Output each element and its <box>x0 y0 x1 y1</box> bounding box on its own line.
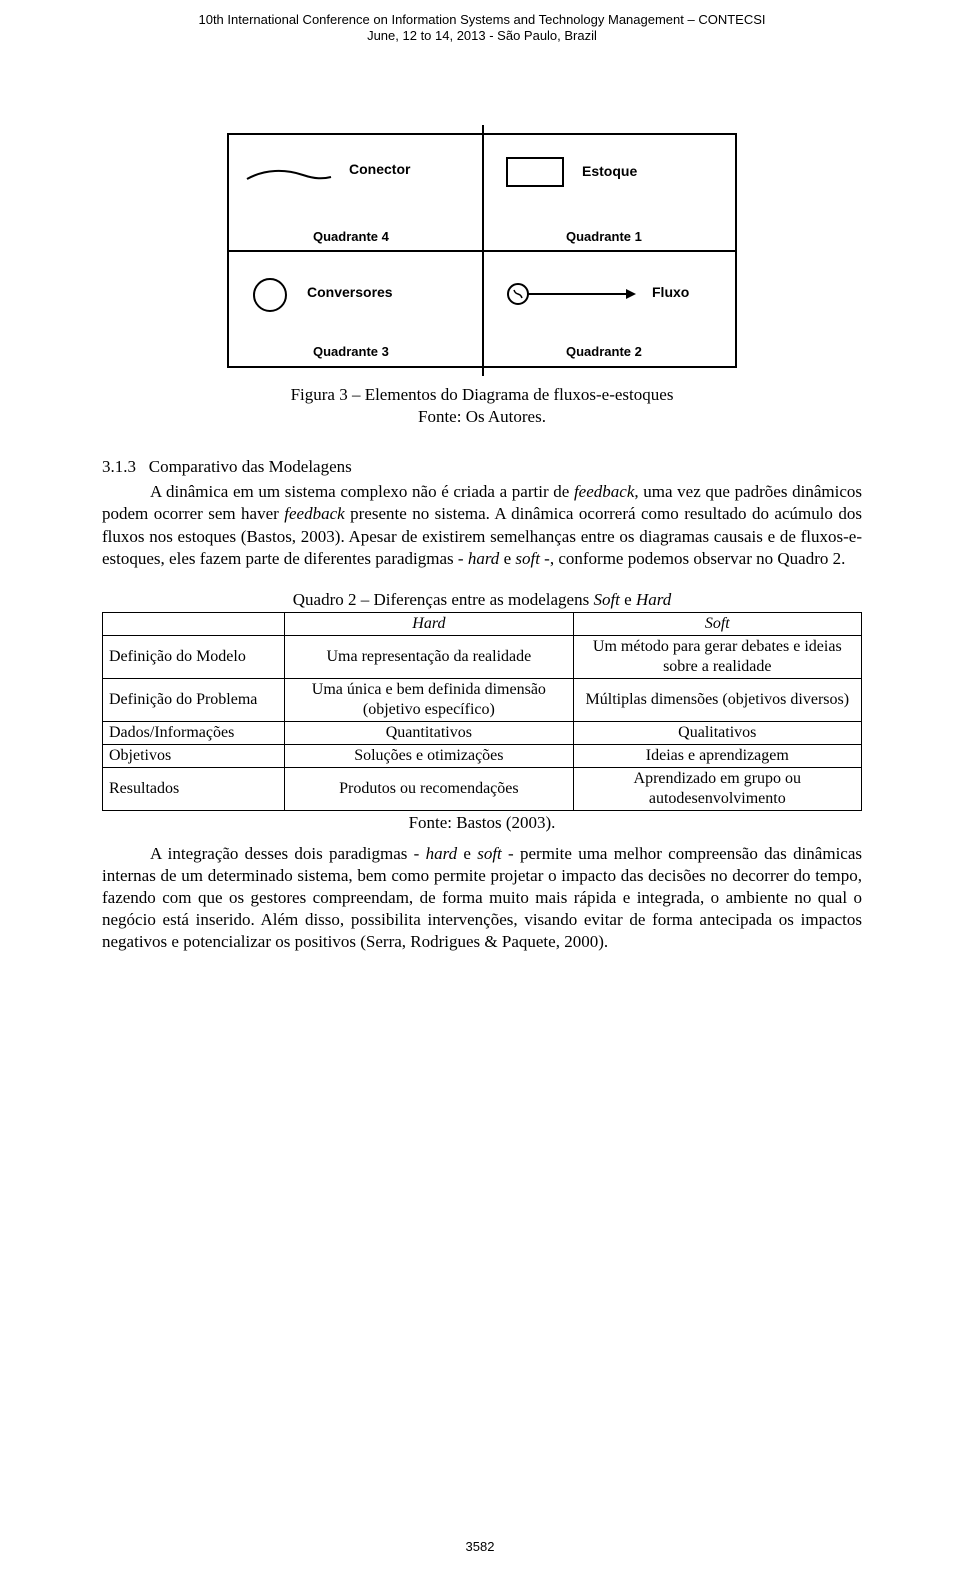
table-row: ResultadosProdutos ou recomendaçõesApren… <box>103 767 862 810</box>
header-line-1: 10th International Conference on Informa… <box>102 12 862 28</box>
table-row: Dados/InformaçõesQuantitativosQualitativ… <box>103 721 862 744</box>
table-row: ObjetivosSoluções e otimizaçõesIdeias e … <box>103 744 862 767</box>
italic-text: feedback <box>574 482 634 501</box>
table-row: Definição do ProblemaUma única e bem def… <box>103 678 862 721</box>
table-row: Definição do ModeloUma representação da … <box>103 635 862 678</box>
italic-text: soft <box>515 549 540 568</box>
row-hard: Produtos ou recomendações <box>285 767 573 810</box>
table-header-hard: Hard <box>285 612 573 635</box>
figure-3-diagram: Conector Quadrante 4 Estoque Quadrante 1… <box>227 133 737 368</box>
quadro-2-table: Hard Soft Definição do ModeloUma represe… <box>102 612 862 811</box>
text-run: Quadro 2 – Diferenças entre as modelagen… <box>293 590 594 609</box>
row-hard: Soluções e otimizações <box>285 744 573 767</box>
row-soft: Um método para gerar debates e ideias so… <box>573 635 861 678</box>
row-label: Resultados <box>103 767 285 810</box>
connector-label: Conector <box>349 161 410 177</box>
quadrant-2: Fluxo Quadrante 2 <box>482 250 735 366</box>
quadrant-1-label: Quadrante 1 <box>566 229 642 244</box>
italic-text: hard <box>468 549 500 568</box>
diagram-box: Conector Quadrante 4 Estoque Quadrante 1… <box>227 133 737 368</box>
text-run: e <box>457 844 477 863</box>
row-label: Definição do Problema <box>103 678 285 721</box>
paragraph-2: A integração desses dois paradigmas - ha… <box>102 843 862 953</box>
section-number: 3.1.3 <box>102 457 136 476</box>
page: 10th International Conference on Informa… <box>0 0 960 1576</box>
row-label: Definição do Modelo <box>103 635 285 678</box>
converter-label: Conversores <box>307 284 393 300</box>
table-header-blank <box>103 612 285 635</box>
italic-text: soft <box>477 844 502 863</box>
quadrant-4-label: Quadrante 4 <box>313 229 389 244</box>
row-hard: Uma representação da realidade <box>285 635 573 678</box>
table-source: Fonte: Bastos (2003). <box>102 813 862 833</box>
italic-text: Soft <box>593 590 619 609</box>
flow-icon <box>506 278 646 314</box>
quadrant-3: Conversores Quadrante 3 <box>229 250 482 366</box>
italic-text: Hard <box>636 590 671 609</box>
row-soft: Ideias e aprendizagem <box>573 744 861 767</box>
converter-icon <box>253 278 287 312</box>
flow-label: Fluxo <box>652 284 689 300</box>
quadrant-1: Estoque Quadrante 1 <box>482 135 735 251</box>
row-hard: Quantitativos <box>285 721 573 744</box>
running-header: 10th International Conference on Informa… <box>102 12 862 45</box>
row-soft: Múltiplas dimensões (objetivos diversos) <box>573 678 861 721</box>
page-number: 3582 <box>0 1539 960 1554</box>
row-soft: Qualitativos <box>573 721 861 744</box>
paragraph-1: A dinâmica em um sistema complexo não é … <box>102 481 862 569</box>
section-title: Comparativo das Modelagens <box>149 457 352 476</box>
stock-icon <box>506 157 564 187</box>
text-run: A integração desses dois paradigmas - <box>150 844 426 863</box>
text-run: e <box>499 549 515 568</box>
table-header-row: Hard Soft <box>103 612 862 635</box>
row-label: Objetivos <box>103 744 285 767</box>
row-soft: Aprendizado em grupo ou autodesenvolvime… <box>573 767 861 810</box>
diagram-tick-bottom <box>482 366 484 376</box>
row-hard: Uma única e bem definida dimensão (objet… <box>285 678 573 721</box>
diagram-tick-top <box>482 125 484 135</box>
header-line-2: June, 12 to 14, 2013 - São Paulo, Brazil <box>102 28 862 44</box>
quadrant-4: Conector Quadrante 4 <box>229 135 482 251</box>
quadrant-3-label: Quadrante 3 <box>313 344 389 359</box>
italic-text: feedback <box>284 504 344 523</box>
figure-caption-line-1: Figura 3 – Elementos do Diagrama de flux… <box>102 384 862 407</box>
section-heading: 3.1.3 Comparativo das Modelagens <box>102 457 862 477</box>
quadrant-2-label: Quadrante 2 <box>566 344 642 359</box>
stock-label: Estoque <box>582 163 637 179</box>
table-header-soft: Soft <box>573 612 861 635</box>
figure-caption-line-2: Fonte: Os Autores. <box>102 406 862 429</box>
table-caption: Quadro 2 – Diferenças entre as modelagen… <box>102 590 862 610</box>
italic-text: hard <box>426 844 458 863</box>
connector-icon <box>245 163 335 187</box>
row-label: Dados/Informações <box>103 721 285 744</box>
text-run: e <box>620 590 636 609</box>
text-run: A dinâmica em um sistema complexo não é … <box>150 482 574 501</box>
text-run: -, conforme podemos observar no Quadro 2… <box>540 549 845 568</box>
figure-3-caption: Figura 3 – Elementos do Diagrama de flux… <box>102 384 862 430</box>
